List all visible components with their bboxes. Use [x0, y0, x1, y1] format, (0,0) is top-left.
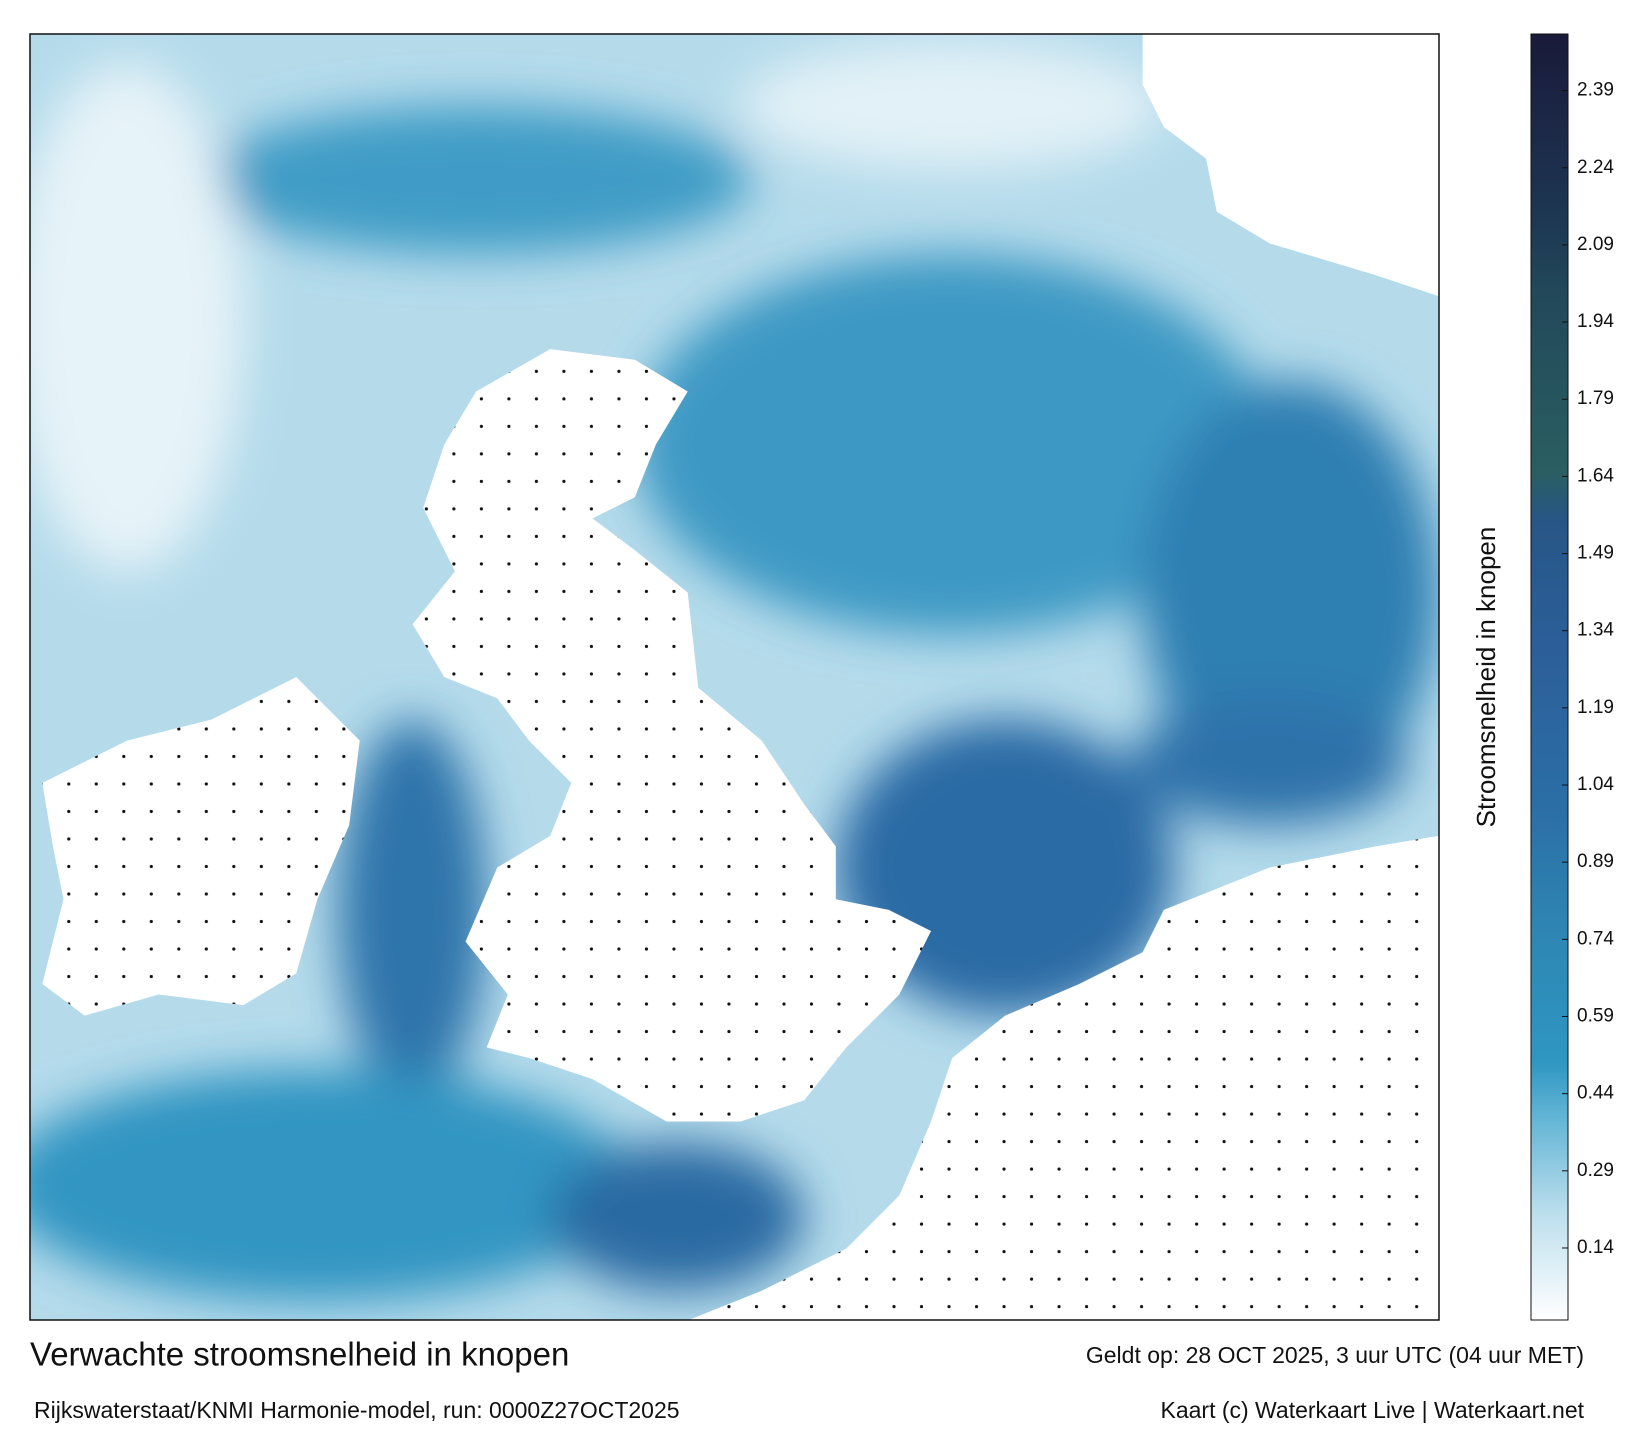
- colorbar-tick-label: 0.74: [1577, 928, 1614, 949]
- credit: Kaart (c) Waterkaart Live | Waterkaart.n…: [1160, 1397, 1584, 1423]
- land: [42, 34, 1439, 1320]
- colorbar-tick-label: 0.89: [1577, 851, 1614, 872]
- colorbar-tick-label: 1.04: [1577, 774, 1614, 795]
- colorbar-tick-label: 1.34: [1577, 620, 1614, 641]
- current-field: [30, 42, 1439, 1302]
- map-frame: [29, 33, 1440, 1321]
- map-subtitle: Rijkswaterstaat/KNMI Harmonie-model, run…: [34, 1397, 680, 1423]
- colorbar-tick-label: 0.14: [1577, 1237, 1614, 1258]
- colorbar: [1530, 33, 1569, 1321]
- colorbar-tick-label: 1.19: [1577, 697, 1614, 718]
- valid-time: Geldt op: 28 OCT 2025, 3 uur UTC (04 uur…: [1086, 1342, 1584, 1368]
- colorbar-tick-label: 0.44: [1577, 1083, 1614, 1104]
- colorbar-tick-label: 2.09: [1577, 234, 1614, 255]
- colorbar-tick-label: 1.94: [1577, 311, 1614, 332]
- colorbar-tick-label: 0.59: [1577, 1006, 1614, 1027]
- map-area: [30, 34, 1439, 1320]
- colorbar-label: Stroomsnelheid in knopen: [1471, 527, 1501, 828]
- colorbar-tick-label: 2.24: [1577, 157, 1614, 178]
- map-title: Verwachte stroomsnelheid in knopen: [30, 1336, 569, 1373]
- colorbar-tick-label: 1.64: [1577, 465, 1614, 486]
- colorbar-tick-label: 2.39: [1577, 80, 1614, 101]
- colorbar-tick-label: 0.29: [1577, 1160, 1614, 1181]
- colorbar-tick-label: 1.49: [1577, 543, 1614, 564]
- colorbar-tick-label: 1.79: [1577, 388, 1614, 409]
